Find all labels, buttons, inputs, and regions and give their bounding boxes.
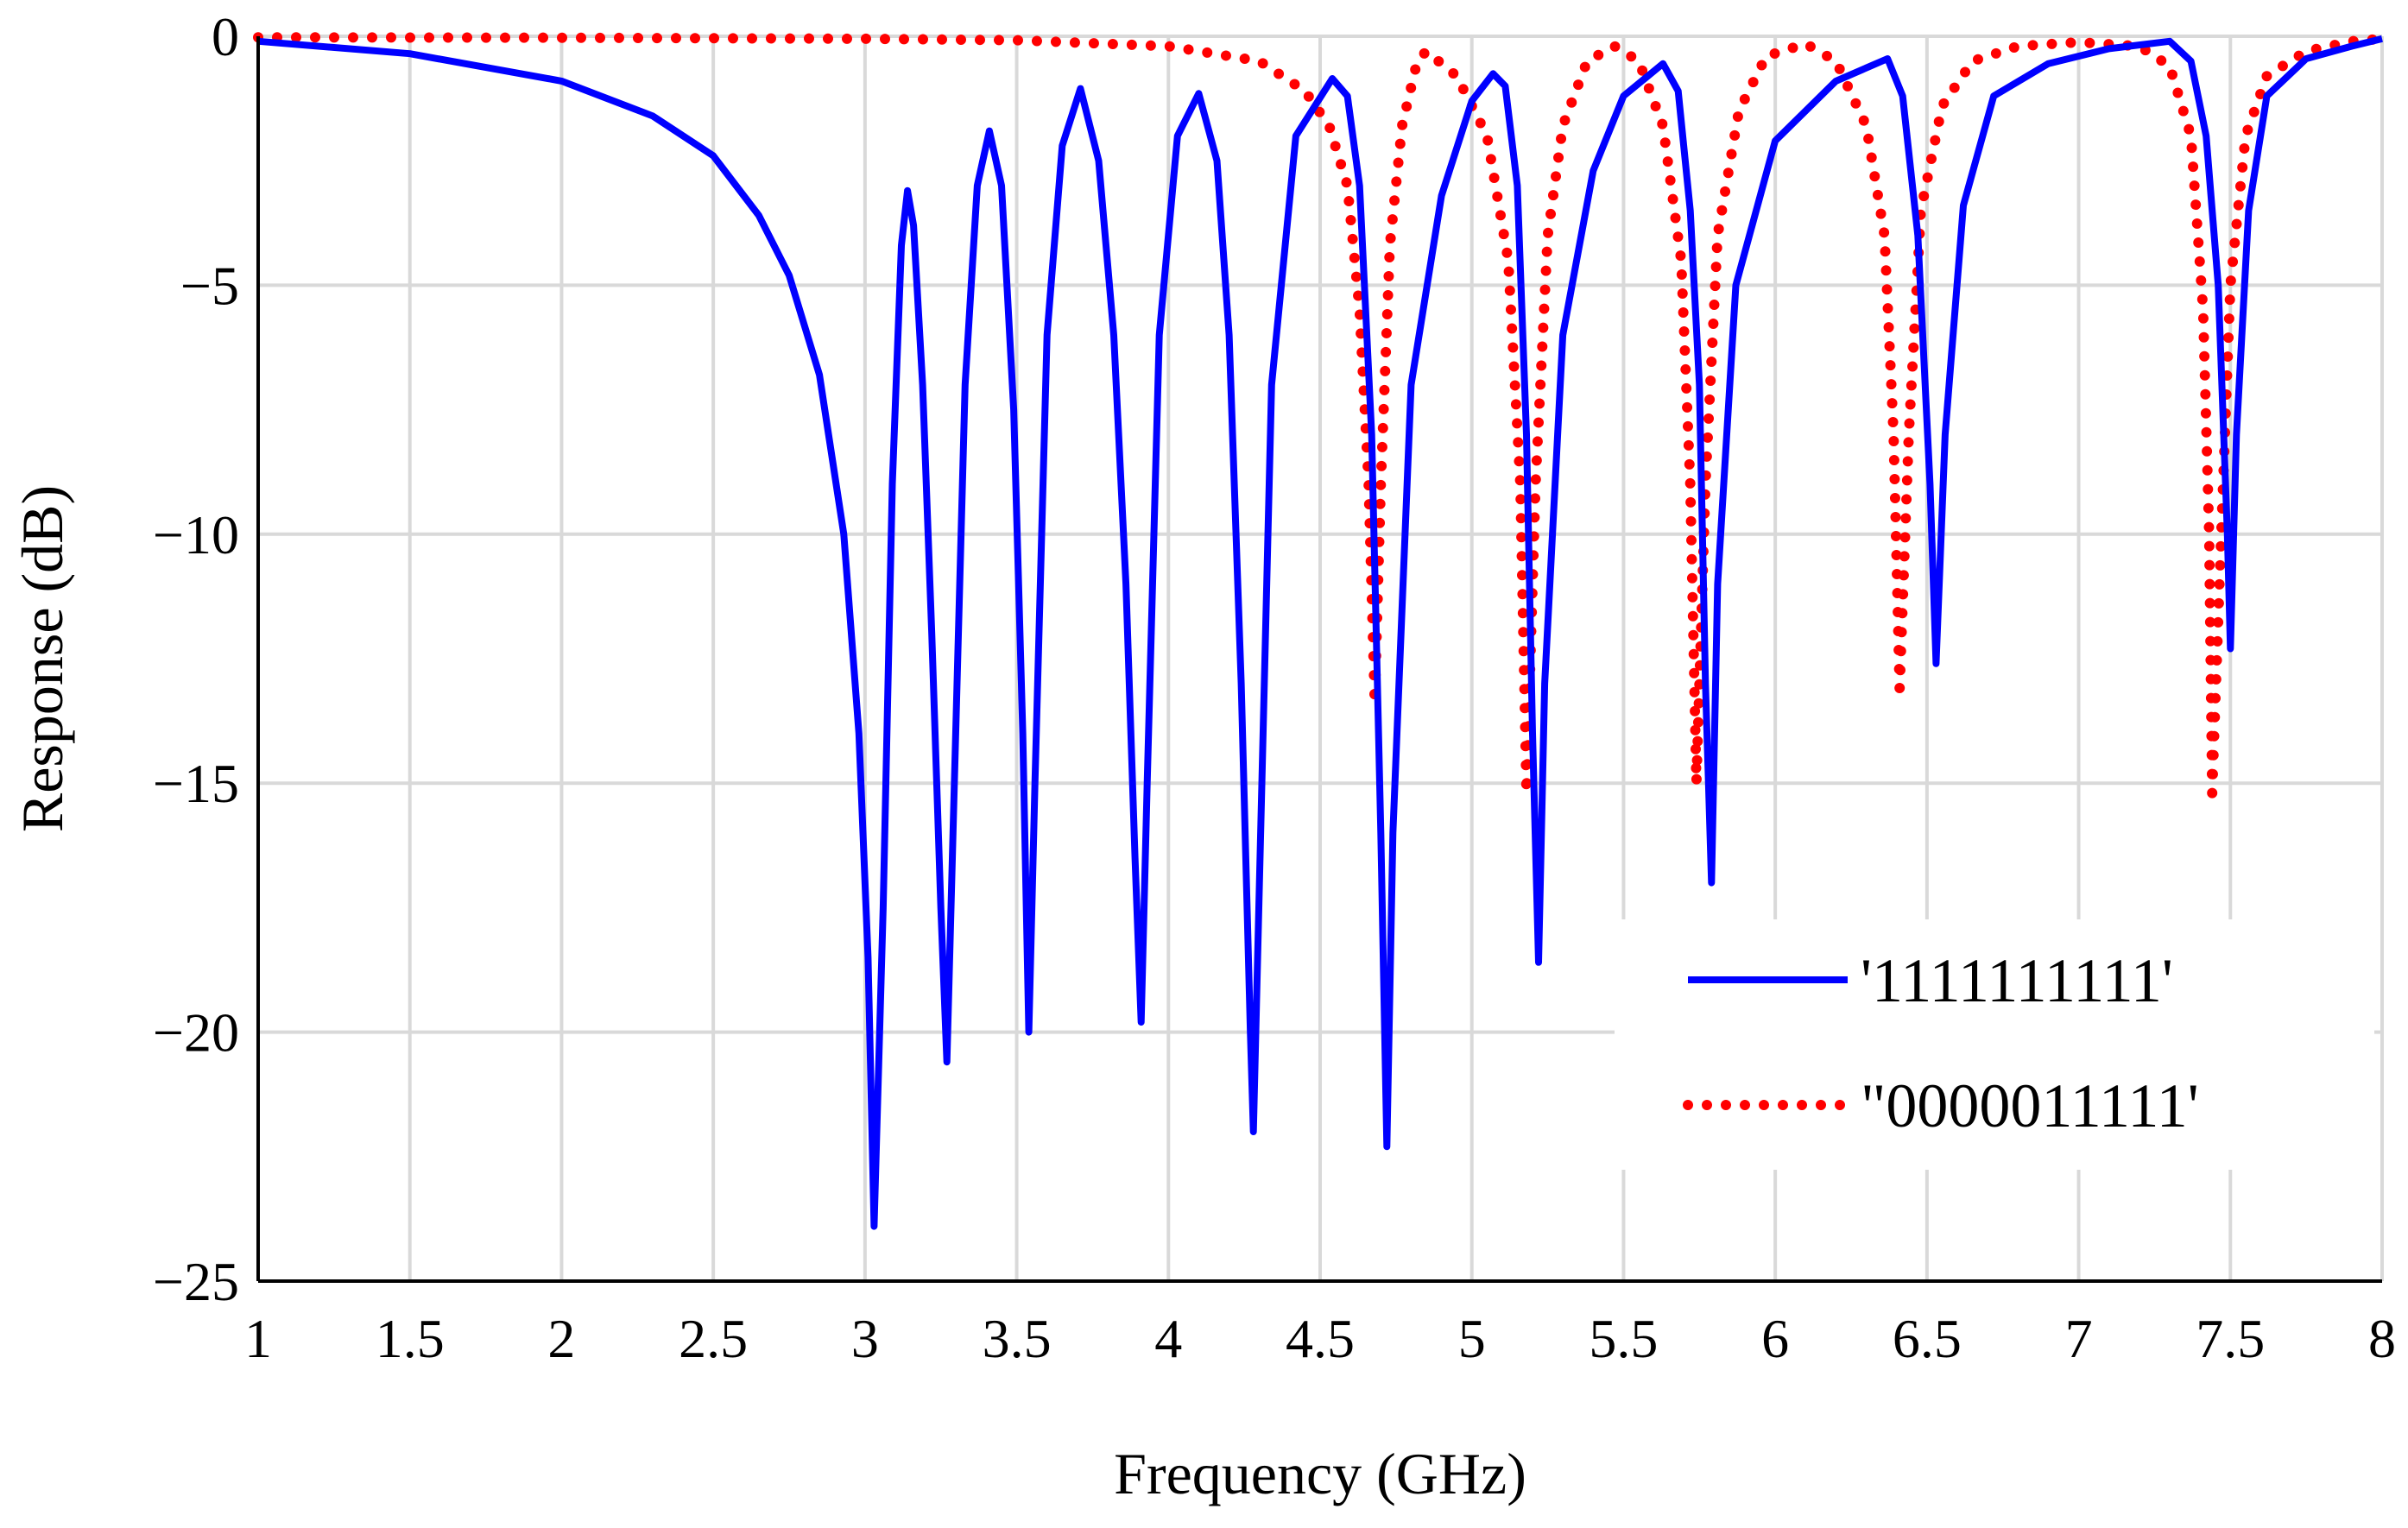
x-tick-label: 4 <box>1154 1308 1182 1369</box>
x-tick-label: 6.5 <box>1893 1308 1962 1369</box>
y-tick-labels: 0 −5 −10 −15 −20 −25 <box>153 6 239 1312</box>
y-tick-label: 0 <box>212 6 239 67</box>
legend-label-series-2: "0000011111' <box>1861 1071 2199 1140</box>
series-line-0000011111 <box>253 32 2387 799</box>
y-tick-label: −5 <box>180 255 239 316</box>
y-tick-label: −15 <box>153 753 239 814</box>
legend: '1111111111' "0000011111' <box>1615 919 2374 1170</box>
x-tick-label: 5 <box>1458 1308 1486 1369</box>
y-axis-title: Response (dB) <box>9 485 75 832</box>
x-tick-label: 1 <box>244 1308 272 1369</box>
x-tick-label: 3 <box>851 1308 879 1369</box>
x-tick-label: 5.5 <box>1589 1308 1658 1369</box>
x-tick-label: 2 <box>547 1308 575 1369</box>
x-tick-label: 2.5 <box>679 1308 748 1369</box>
y-tick-label: −10 <box>153 504 239 565</box>
x-tick-label: 6 <box>1761 1308 1789 1369</box>
y-tick-label: −20 <box>153 1002 239 1064</box>
x-tick-label: 8 <box>2368 1308 2396 1369</box>
legend-label-series-1: '1111111111' <box>1861 946 2173 1015</box>
x-tick-label: 7 <box>2065 1308 2093 1369</box>
x-tick-labels: 1 1.5 2 2.5 3 3.5 4 4.5 5 5.5 6 6.5 7 7.5 8 <box>244 1308 2396 1369</box>
axes-frame <box>256 36 2382 1283</box>
y-tick-label: −25 <box>153 1251 239 1312</box>
series-layer <box>253 32 2387 1230</box>
x-tick-label: 3.5 <box>983 1308 1052 1369</box>
legend-background <box>1615 919 2374 1170</box>
x-tick-label: 7.5 <box>2196 1308 2265 1369</box>
x-axis-title: Frequency (GHz) <box>1114 1441 1526 1506</box>
x-tick-label: 4.5 <box>1286 1308 1355 1369</box>
x-tick-label: 1.5 <box>376 1308 445 1369</box>
series-line-1111111111 <box>257 35 2383 1230</box>
